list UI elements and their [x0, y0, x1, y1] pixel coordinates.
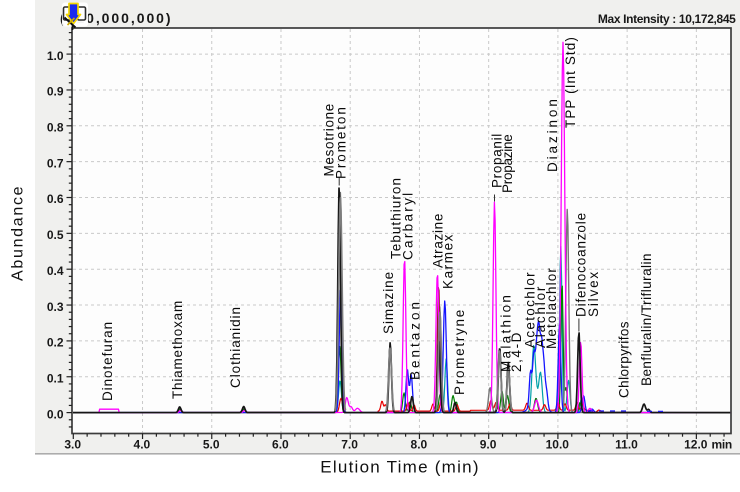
svg-text:Elution Time (min): Elution Time (min)	[320, 458, 479, 477]
svg-text:2,4-D: 2,4-D	[509, 331, 524, 372]
svg-text:Acetochlor: Acetochlor	[523, 271, 538, 348]
svg-text:8.0: 8.0	[411, 438, 428, 452]
svg-text:Carbaryl: Carbaryl	[401, 191, 416, 260]
svg-text:Clothianidin: Clothianidin	[228, 306, 243, 388]
svg-text:0.9: 0.9	[47, 85, 64, 99]
svg-text:Prometryne: Prometryne	[452, 308, 467, 395]
svg-text:Propanil: Propanil	[490, 133, 505, 188]
svg-text:Prometon: Prometon	[334, 105, 349, 179]
svg-text:Metolachlor: Metolachlor	[544, 267, 559, 349]
svg-text:6.0: 6.0	[272, 438, 289, 452]
svg-text:0.4: 0.4	[47, 264, 64, 278]
svg-text:Chlorpyrifos: Chlorpyrifos	[617, 321, 632, 398]
svg-text:Malathion: Malathion	[499, 293, 514, 372]
svg-text:Thiamethoxam: Thiamethoxam	[170, 300, 185, 399]
svg-text:1.0: 1.0	[47, 49, 64, 63]
svg-text:Simazine: Simazine	[381, 271, 396, 334]
svg-text:Atrazine: Atrazine	[431, 213, 446, 268]
svg-text:Difenocoanzole: Difenocoanzole	[574, 212, 589, 317]
svg-text:0.3: 0.3	[47, 300, 64, 314]
svg-text:Alachlor: Alachlor	[533, 285, 548, 348]
svg-text:Benfluralin/Trifluralin: Benfluralin/Trifluralin	[639, 253, 654, 386]
svg-text:3.0: 3.0	[64, 438, 81, 452]
svg-text:Propazine: Propazine	[500, 134, 515, 193]
svg-text:Karmex: Karmex	[441, 233, 456, 289]
svg-text:Bentazon: Bentazon	[408, 299, 423, 380]
svg-text:0.2: 0.2	[47, 336, 64, 350]
svg-text:0.0: 0.0	[47, 407, 64, 421]
svg-text:7.0: 7.0	[341, 438, 358, 452]
svg-text:0.7: 0.7	[47, 156, 64, 170]
svg-text:Max Intensity : 10,172,845: Max Intensity : 10,172,845	[598, 12, 736, 26]
svg-text:Abundance: Abundance	[10, 185, 27, 281]
svg-text:10.0: 10.0	[546, 438, 570, 452]
svg-text:0.8: 0.8	[47, 121, 64, 135]
svg-text:Dinotefuran: Dinotefuran	[100, 321, 115, 401]
svg-text:Diazinon: Diazinon	[545, 96, 560, 172]
svg-text:12.0: 12.0	[684, 438, 708, 452]
svg-text:0.6: 0.6	[47, 192, 64, 206]
svg-text:TPP (Int Std): TPP (Int Std)	[563, 36, 578, 128]
svg-text:9.0: 9.0	[480, 438, 497, 452]
svg-text:11.0: 11.0	[615, 438, 638, 452]
svg-text:Tebuthiuron: Tebuthiuron	[389, 177, 404, 259]
svg-text:4.0: 4.0	[134, 438, 151, 452]
svg-text:Mesotrione: Mesotrione	[322, 103, 337, 176]
svg-text:0.1: 0.1	[47, 371, 64, 385]
svg-text:min: min	[712, 438, 732, 452]
svg-text:Silvex: Silvex	[586, 270, 601, 317]
svg-text:5.0: 5.0	[203, 438, 220, 452]
svg-text:0.5: 0.5	[47, 228, 64, 242]
